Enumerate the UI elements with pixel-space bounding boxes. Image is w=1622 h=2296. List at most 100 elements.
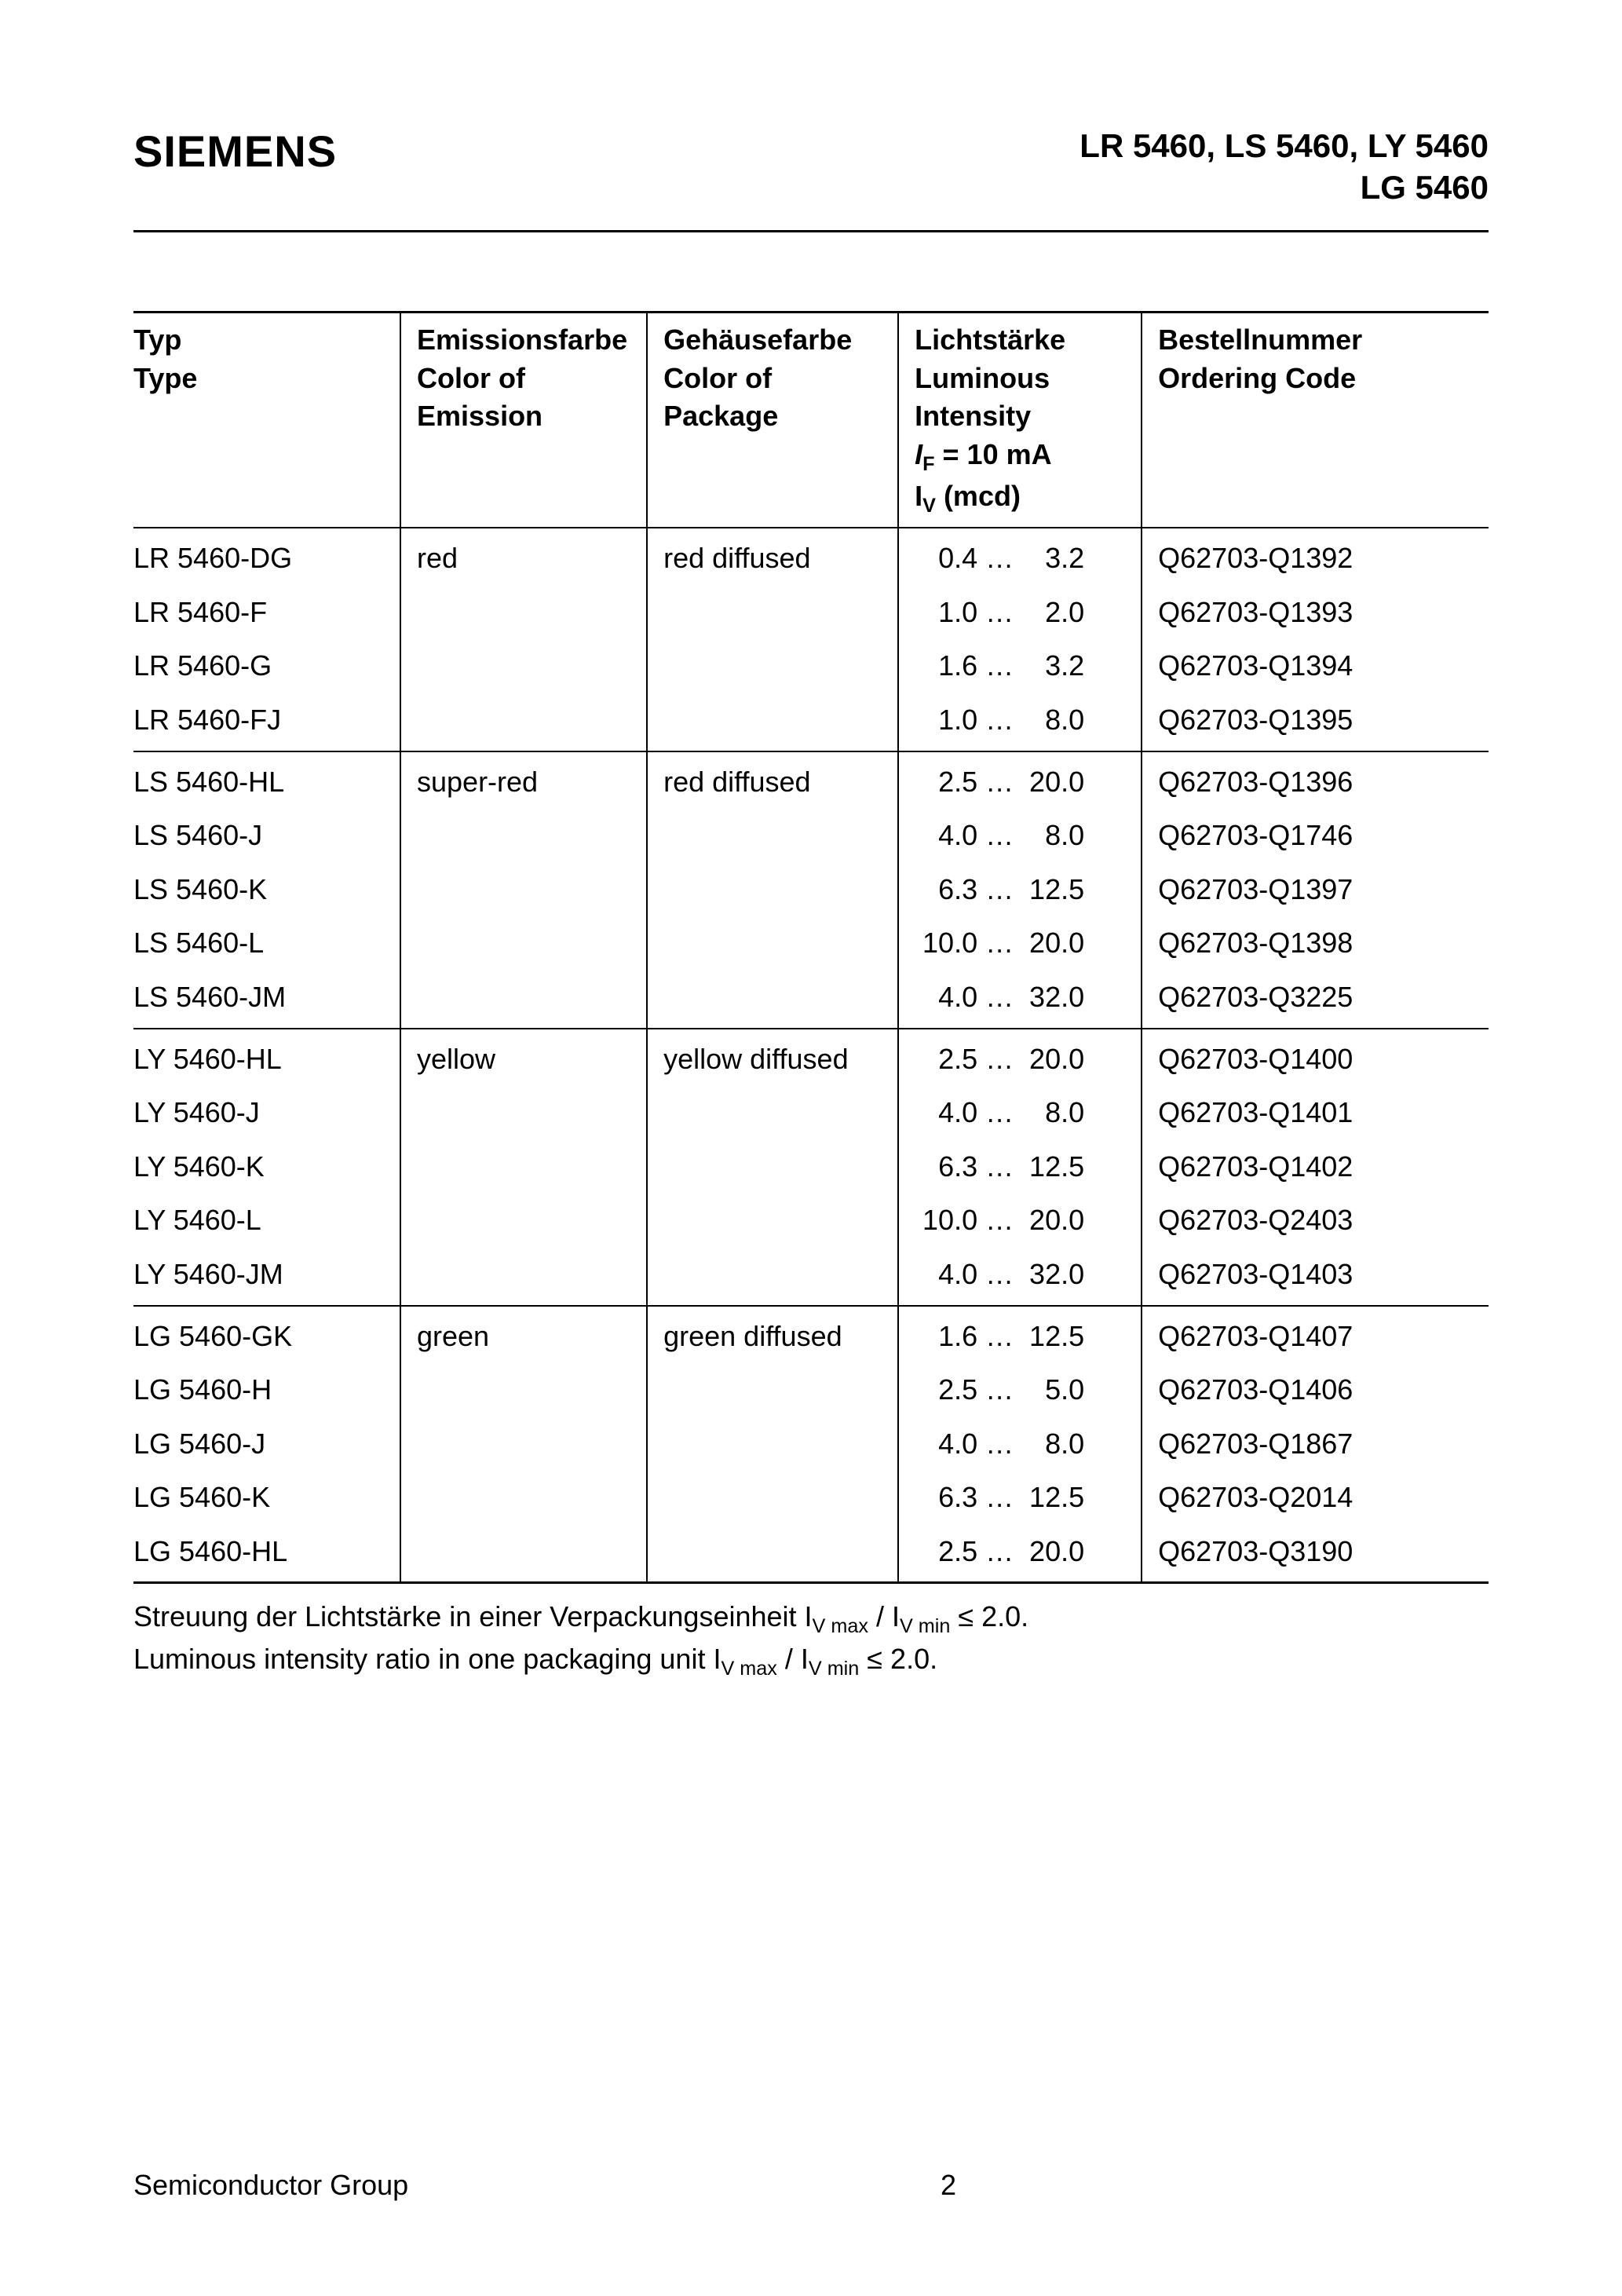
cell-order: Q62703-Q1398 — [1142, 916, 1489, 971]
note-de-text: Streuung der Lichtstärke in einer Verpac… — [133, 1600, 805, 1632]
cell-luminous: 10.0 … 20.0 — [898, 916, 1142, 971]
note-ratio-i1: I — [805, 1600, 813, 1632]
cell-package: red diffused — [647, 528, 898, 586]
cell-type: LG 5460-GK — [133, 1306, 400, 1364]
spec-table: Typ Type Emissionsfarbe Color of Emissio… — [133, 311, 1489, 1584]
note-line-de: Streuung der Lichtstärke in einer Verpac… — [133, 1598, 1489, 1640]
table-row: LR 5460-F1.0 … 2.0Q62703-Q1393 — [133, 586, 1489, 640]
luminous-ellipsis: … — [977, 542, 1021, 574]
luminous-max: 20.0 — [1021, 1533, 1084, 1571]
cell-emission — [400, 863, 647, 917]
table-row: LS 5460-L10.0 … 20.0Q62703-Q1398 — [133, 916, 1489, 971]
cell-emission — [400, 971, 647, 1029]
luminous-min: 2.5 — [915, 1371, 977, 1409]
luminous-ellipsis: … — [977, 927, 1021, 959]
cell-luminous: 4.0 … 32.0 — [898, 1248, 1142, 1306]
note-ratio-vmax: V max — [813, 1616, 868, 1638]
cell-type: LG 5460-H — [133, 1363, 400, 1417]
th-type-en: Type — [133, 360, 381, 398]
th-order: Bestellnummer Ordering Code — [1142, 313, 1489, 528]
note-ratio-vmin: V min — [900, 1616, 950, 1638]
cell-emission — [400, 586, 647, 640]
title: LR 5460, LS 5460, LY 5460 LG 5460 — [1080, 126, 1489, 208]
th-package-de: Gehäusefarbe — [663, 321, 879, 360]
luminous-ellipsis: … — [977, 596, 1021, 628]
th-luminous-cond: IF = 10 mA — [915, 436, 1122, 477]
cell-type: LY 5460-JM — [133, 1248, 400, 1306]
note-ratio-tail: ≤ 2.0. — [950, 1600, 1028, 1632]
luminous-max: 20.0 — [1021, 924, 1084, 963]
luminous-max: 12.5 — [1021, 1479, 1084, 1517]
table-row: LR 5460-G1.6 … 3.2Q62703-Q1394 — [133, 639, 1489, 693]
th-type-de: Typ — [133, 321, 381, 360]
luminous-ellipsis: … — [977, 1204, 1021, 1236]
cell-order: Q62703-Q1867 — [1142, 1417, 1489, 1472]
cell-luminous: 2.5 … 20.0 — [898, 751, 1142, 810]
table-row: LG 5460-GKgreengreen diffused1.6 … 12.5Q… — [133, 1306, 1489, 1364]
th-luminous-en2: Intensity — [915, 397, 1122, 436]
luminous-max: 20.0 — [1021, 1201, 1084, 1240]
cell-luminous: 1.6 … 12.5 — [898, 1306, 1142, 1364]
table-row: LS 5460-HLsuper-redred diffused2.5 … 20.… — [133, 751, 1489, 810]
luminous-ellipsis: … — [977, 1258, 1021, 1290]
luminous-min: 1.0 — [915, 594, 977, 632]
cell-emission — [400, 1194, 647, 1248]
cell-emission — [400, 1086, 647, 1140]
cell-order: Q62703-Q1407 — [1142, 1306, 1489, 1364]
cell-emission — [400, 693, 647, 751]
th-order-en: Ordering Code — [1158, 360, 1470, 398]
luminous-min: 10.0 — [915, 924, 977, 963]
luminous-min: 1.6 — [915, 1318, 977, 1356]
cell-order: Q62703-Q1400 — [1142, 1029, 1489, 1087]
luminous-max: 5.0 — [1021, 1371, 1084, 1409]
cell-emission — [400, 1248, 647, 1306]
cell-package — [647, 1140, 898, 1194]
luminous-ellipsis: … — [977, 1535, 1021, 1567]
note-line-en: Luminous intensity ratio in one packagin… — [133, 1640, 1489, 1682]
cell-luminous: 4.0 … 8.0 — [898, 809, 1142, 863]
cell-order: Q62703-Q1395 — [1142, 693, 1489, 751]
cell-order: Q62703-Q2014 — [1142, 1471, 1489, 1525]
luminous-ellipsis: … — [977, 1373, 1021, 1406]
note-ratio-i2: I — [892, 1600, 900, 1632]
footer: Semiconductor Group 2 — [133, 2169, 1489, 2202]
th-package-en1: Color of — [663, 360, 879, 398]
table-row: LY 5460-HLyellowyellow diffused2.5 … 20.… — [133, 1029, 1489, 1087]
cell-package — [647, 916, 898, 971]
cell-type: LS 5460-JM — [133, 971, 400, 1029]
cell-luminous: 2.5 … 5.0 — [898, 1363, 1142, 1417]
title-line-2: LG 5460 — [1080, 167, 1489, 209]
symbol-if-sub: F — [922, 453, 934, 475]
cell-order: Q62703-Q1406 — [1142, 1363, 1489, 1417]
cell-emission: green — [400, 1306, 647, 1364]
cell-type: LS 5460-L — [133, 916, 400, 971]
cell-luminous: 0.4 … 3.2 — [898, 528, 1142, 586]
cell-emission: yellow — [400, 1029, 647, 1087]
luminous-max: 12.5 — [1021, 871, 1084, 909]
cell-type: LG 5460-HL — [133, 1525, 400, 1583]
luminous-min: 1.0 — [915, 701, 977, 740]
luminous-ellipsis: … — [977, 1150, 1021, 1183]
symbol-if-rest: = 10 mA — [935, 438, 1052, 470]
cell-order: Q62703-Q1396 — [1142, 751, 1489, 810]
cell-package — [647, 639, 898, 693]
cell-type: LS 5460-HL — [133, 751, 400, 810]
cell-package — [647, 1471, 898, 1525]
luminous-min: 4.0 — [915, 1256, 977, 1294]
cell-package — [647, 586, 898, 640]
luminous-max: 32.0 — [1021, 1256, 1084, 1294]
table-row: LS 5460-J4.0 … 8.0Q62703-Q1746 — [133, 809, 1489, 863]
cell-emission — [400, 809, 647, 863]
luminous-min: 2.5 — [915, 1533, 977, 1571]
note-ratio-sepb: / — [777, 1643, 801, 1675]
table-row: LS 5460-K6.3 … 12.5Q62703-Q1397 — [133, 863, 1489, 917]
luminous-min: 1.6 — [915, 647, 977, 686]
table-row: LR 5460-FJ1.0 … 8.0Q62703-Q1395 — [133, 693, 1489, 751]
cell-package — [647, 863, 898, 917]
cell-type: LR 5460-FJ — [133, 693, 400, 751]
luminous-max: 8.0 — [1021, 1425, 1084, 1464]
cell-luminous: 4.0 … 32.0 — [898, 971, 1142, 1029]
table-header-row: Typ Type Emissionsfarbe Color of Emissio… — [133, 313, 1489, 528]
cell-package — [647, 809, 898, 863]
cell-order: Q62703-Q1401 — [1142, 1086, 1489, 1140]
